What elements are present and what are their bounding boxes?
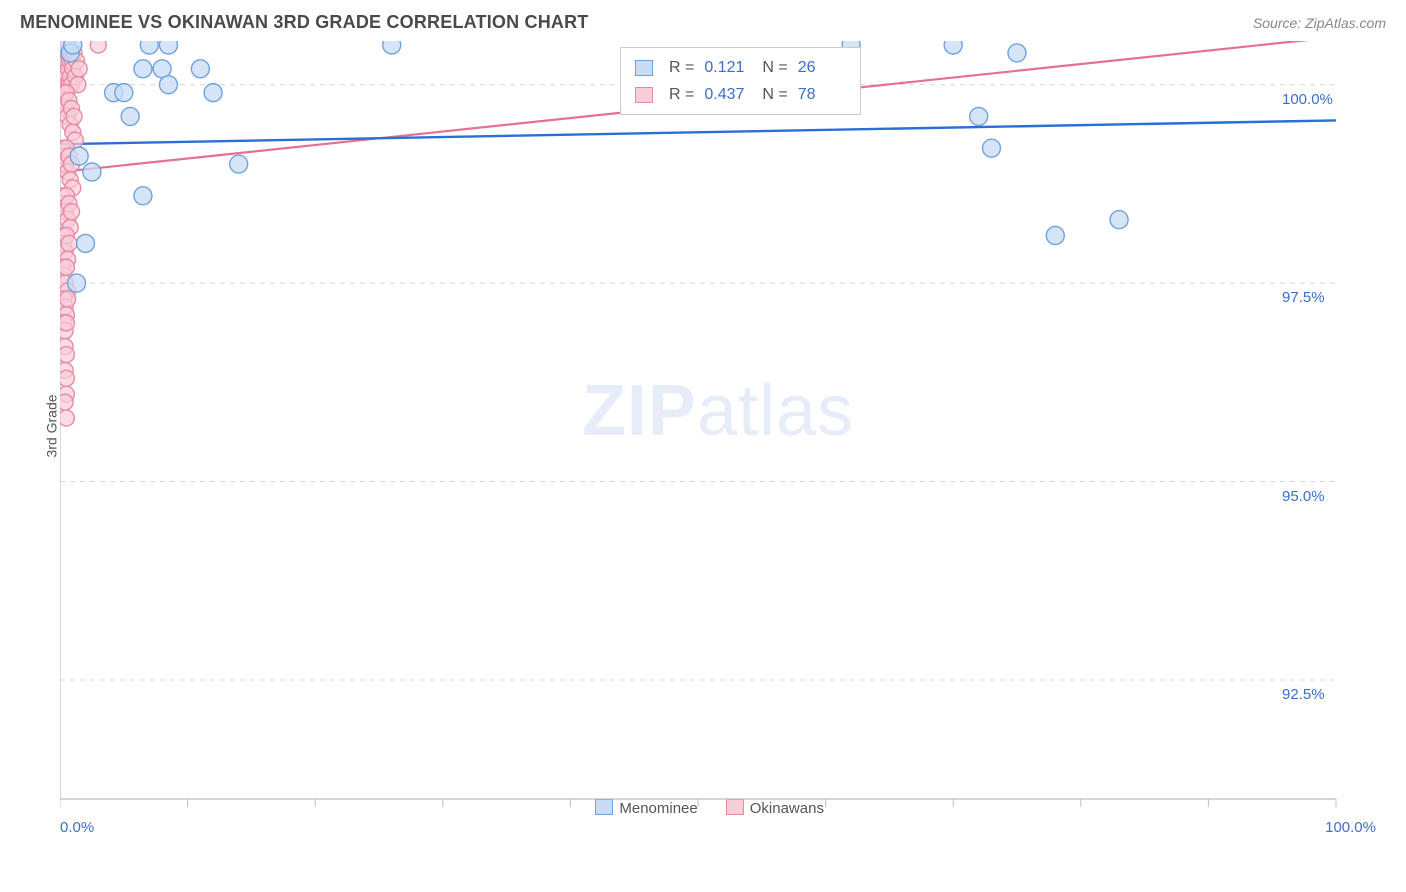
plot-area: 3rd Grade ZIPatlas R =0.121N =26R =0.437… (60, 41, 1376, 811)
stat-n-label: N = (762, 81, 787, 108)
stat-r-value: 0.437 (704, 81, 752, 108)
y-tick-label: 95.0% (1282, 488, 1325, 505)
chart-header: MENOMINEE VS OKINAWAN 3RD GRADE CORRELAT… (0, 0, 1406, 41)
scatter-chart-svg (60, 41, 1376, 811)
stats-legend-box: R = 0.121 N = 26 R = 0.437 N = 78 (620, 47, 861, 115)
series-swatch (635, 87, 653, 103)
stats-row: R = 0.121 N = 26 (635, 54, 846, 81)
stats-row: R = 0.437 N = 78 (635, 81, 846, 108)
stat-n-value: 26 (798, 54, 846, 81)
stat-n-label: N = (762, 54, 787, 81)
chart-title: MENOMINEE VS OKINAWAN 3RD GRADE CORRELAT… (20, 12, 589, 33)
stat-r-value: 0.121 (704, 54, 752, 81)
series-swatch (635, 60, 653, 76)
y-axis-label: 3rd Grade (44, 394, 60, 457)
y-tick-label: 100.0% (1282, 91, 1333, 108)
y-tick-label: 97.5% (1282, 289, 1325, 306)
x-max-label: 100.0% (1325, 819, 1376, 836)
x-min-label: 0.0% (60, 819, 94, 836)
chart-source: Source: ZipAtlas.com (1253, 15, 1386, 31)
stat-n-value: 78 (798, 81, 846, 108)
y-tick-label: 92.5% (1282, 686, 1325, 703)
stat-r-label: R = (669, 54, 694, 81)
stat-r-label: R = (669, 81, 694, 108)
x-axis-labels: 0.0% MenomineeOkinawans 100.0% (60, 819, 1376, 836)
